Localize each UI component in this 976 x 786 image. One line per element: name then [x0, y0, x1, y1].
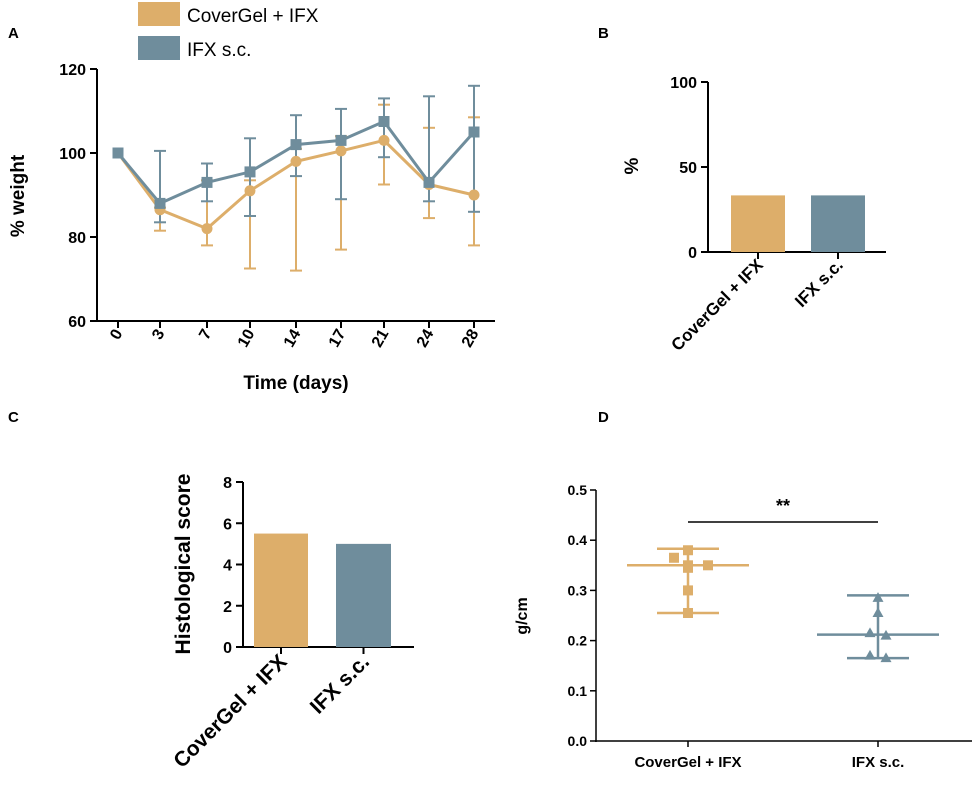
panel-b-bar — [731, 195, 785, 252]
panel-d-data-point — [864, 649, 876, 660]
panel-d-data-point — [669, 552, 679, 563]
panel-d-data-point — [872, 592, 884, 602]
panel-a-x-tick-label: 17 — [326, 326, 350, 350]
panel-d-data-point — [683, 562, 693, 573]
panel-d-x-tick-label: IFX s.c. — [852, 754, 905, 771]
panel-a-y-tick-label: 80 — [68, 230, 86, 247]
panel-b-bar — [811, 195, 865, 252]
panel-d-data-point — [683, 545, 693, 556]
panel-label-b: B — [598, 25, 609, 42]
panel-d-data-point — [872, 607, 884, 617]
panel-a-data-point — [290, 155, 302, 167]
panel-c-bar — [336, 543, 391, 647]
panel-a-x-tick-label: 28 — [459, 326, 483, 350]
panel-label-a: A — [8, 25, 19, 42]
panel-a-data-point — [201, 223, 213, 235]
panel-a-line-chart: % weight Time (days) 60 80 100 120 0 3 7 10 14 17… — [8, 62, 495, 394]
legend-swatch-covergel — [138, 2, 180, 26]
panel-a-data-point — [112, 147, 124, 159]
legend-label-covergel: CoverGel + IFX — [187, 6, 319, 27]
panel-d-scatter-chart: g/cm 0.0 0.1 0.2 0.3 0.4 0.5 CoverGel + IFX IFX… — [514, 482, 972, 771]
panel-a-data-point — [244, 166, 256, 178]
panel-c-x-tick-label: CoverGel + IFX — [169, 650, 291, 772]
panel-b-x-tick-label: IFX s.c. — [791, 255, 847, 311]
panel-d-x-tick-label: CoverGel + IFX — [634, 754, 741, 771]
panel-b-bar-chart: % 0 50 100 CoverGel + IFX IFX s.c. — [622, 75, 886, 355]
panel-c-bar-chart: Histological score 0 2 4 6 8 CoverGel + IFX IF… — [169, 474, 414, 773]
panel-a-x-tick-label: 14 — [281, 326, 305, 350]
panel-d-y-tick-label: 0.1 — [568, 683, 588, 699]
panel-a-data-point — [378, 134, 390, 146]
panel-a-data-point — [335, 134, 347, 146]
panel-c-y-tick-label: 8 — [223, 475, 232, 492]
panel-d-data-point — [880, 652, 892, 663]
panel-b-y-tick-label: 50 — [679, 160, 697, 177]
panel-a-data-point — [154, 197, 166, 209]
panel-c-y-tick-label: 4 — [223, 558, 232, 575]
panel-a-x-tick-label: 7 — [196, 326, 215, 342]
panel-d-y-tick-label: 0.2 — [568, 633, 588, 649]
panel-c-x-tick-label: IFX s.c. — [306, 650, 374, 718]
panel-a-data-point — [290, 139, 302, 151]
panel-b-y-tick-label: 0 — [688, 245, 697, 262]
panel-label-c: C — [8, 409, 19, 426]
panel-b-y-tick-label: 100 — [670, 75, 697, 92]
panel-a-data-point — [201, 176, 213, 188]
panel-d-y-tick-label: 0.0 — [568, 733, 588, 749]
panel-d-y-axis-label: g/cm — [514, 597, 531, 634]
panel-a-x-axis-label: Time (days) — [243, 373, 348, 394]
panel-a-x-tick-label: 10 — [235, 326, 259, 350]
panel-a-y-axis-label: % weight — [8, 154, 29, 237]
panel-d-y-tick-label: 0.4 — [568, 532, 588, 548]
panel-a-data-point — [468, 189, 480, 201]
panel-b-y-axis-label: % — [622, 157, 643, 174]
panel-a-data-point — [244, 185, 256, 197]
panel-a-data-point — [468, 126, 480, 138]
panel-c-y-axis-label: Histological score — [172, 474, 195, 655]
panel-d-data-point — [683, 607, 693, 618]
panel-a-x-tick-label: 0 — [107, 326, 126, 342]
panel-a-y-tick-label: 120 — [59, 62, 86, 79]
legend-swatch-ifx — [138, 36, 180, 60]
panel-d-data-point — [703, 560, 713, 571]
panel-c-bar — [254, 533, 308, 647]
panel-d-data-point — [683, 585, 693, 596]
panel-a-data-point — [378, 116, 390, 127]
panel-a-y-tick-label: 100 — [59, 146, 86, 163]
panel-d-y-tick-label: 0.3 — [568, 582, 588, 598]
panel-a-x-tick-label: 3 — [149, 326, 168, 342]
panel-a-x-tick-label: 24 — [414, 326, 438, 350]
panel-label-d: D — [598, 409, 609, 426]
panel-a-data-point — [335, 145, 347, 157]
panel-d-data-point — [880, 629, 892, 640]
panel-a-data-point — [423, 176, 435, 188]
panel-b-x-tick-label: CoverGel + IFX — [668, 255, 768, 355]
panel-d-significance-marker: ** — [776, 496, 790, 516]
panel-d-y-tick-label: 0.5 — [568, 482, 588, 498]
panel-d-data-point — [864, 627, 876, 638]
legend: CoverGel + IFX IFX s.c. — [138, 2, 319, 61]
panel-c-y-tick-label: 6 — [223, 516, 232, 533]
panel-a-y-tick-label: 60 — [68, 314, 86, 331]
panel-c-y-tick-label: 0 — [223, 640, 232, 657]
panel-a-x-tick-label: 21 — [369, 326, 393, 350]
legend-label-ifx: IFX s.c. — [187, 40, 251, 61]
panel-c-y-tick-label: 2 — [223, 599, 232, 616]
